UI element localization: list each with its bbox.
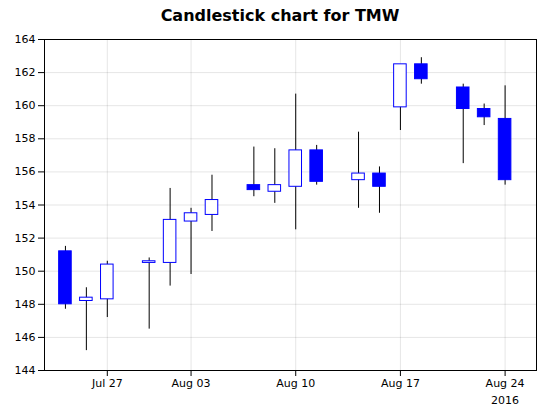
svg-text:Aug 24: Aug 24 bbox=[486, 377, 525, 390]
svg-text:158: 158 bbox=[15, 132, 36, 145]
svg-text:150: 150 bbox=[15, 265, 36, 278]
svg-text:Aug 03: Aug 03 bbox=[172, 377, 211, 390]
svg-text:156: 156 bbox=[15, 165, 36, 178]
html-text:Candlestick chart for TMW: Candlestick chart for TMW bbox=[160, 6, 400, 25]
svg-text:Aug 10: Aug 10 bbox=[276, 377, 315, 390]
svg-text:164: 164 bbox=[15, 33, 36, 46]
svg-text:152: 152 bbox=[15, 232, 36, 245]
svg-text:146: 146 bbox=[15, 331, 36, 344]
svg-text:162: 162 bbox=[15, 66, 36, 79]
svg-text:2016: 2016 bbox=[491, 394, 519, 407]
svg-text:Aug 17: Aug 17 bbox=[381, 377, 420, 390]
svg-text:148: 148 bbox=[15, 298, 36, 311]
svg-text:154: 154 bbox=[15, 199, 36, 212]
svg-text:160: 160 bbox=[15, 99, 36, 112]
svg-text:Jul 27: Jul 27 bbox=[91, 377, 123, 390]
svg-text:144: 144 bbox=[15, 364, 36, 377]
